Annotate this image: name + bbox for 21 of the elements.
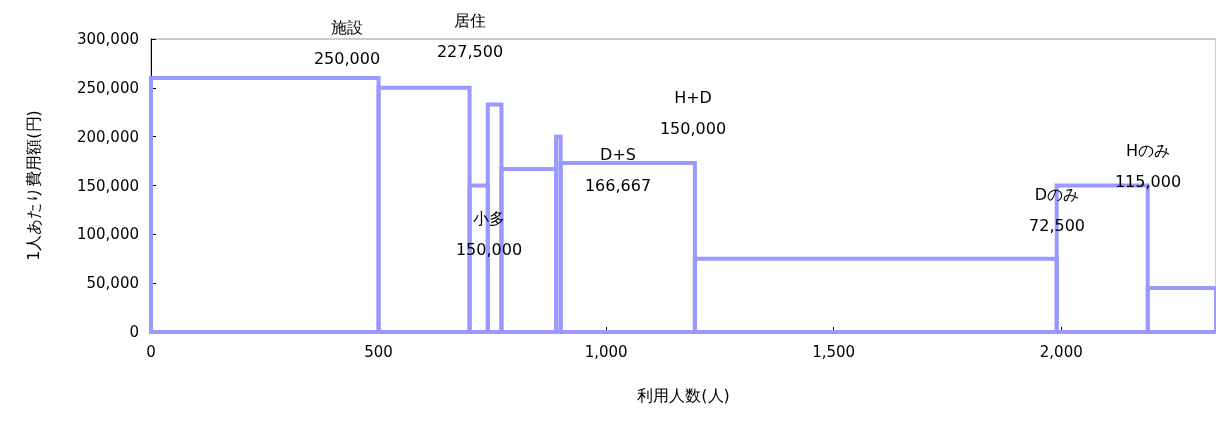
y-tick-label: 300,000: [76, 30, 139, 48]
annotation: 施設 250,000: [313, 18, 381, 68]
x-tick-label: 500: [364, 342, 393, 361]
x-tick-label: 1,500: [812, 342, 856, 361]
y-tick-label: 200,000: [76, 127, 139, 146]
y-tick-label: 250,000: [76, 78, 139, 97]
annotation: 居住 227,500: [436, 11, 504, 61]
x-tick-label: 0: [146, 342, 156, 361]
y-tick-label: 150,000: [76, 176, 139, 195]
y-tick-label: 50,000: [86, 274, 139, 293]
x-tick-label: 2,000: [1039, 342, 1083, 361]
x-tick-label: 1,000: [584, 342, 628, 361]
annotation: H+D 150,000: [659, 88, 727, 138]
y-tick-label: 0: [129, 323, 139, 341]
annotation: 小多 150,000: [455, 209, 523, 259]
annotation: D+S 166,667: [584, 145, 652, 195]
x-axis-title: 利用人数(人): [637, 385, 730, 405]
y-axis-title: 1人あたり費用額(円): [23, 110, 43, 261]
y-tick-label: 100,000: [76, 225, 139, 244]
annotation: Dのみ 72,500: [1029, 185, 1085, 235]
annotation: Hのみ 115,000: [1114, 141, 1182, 191]
